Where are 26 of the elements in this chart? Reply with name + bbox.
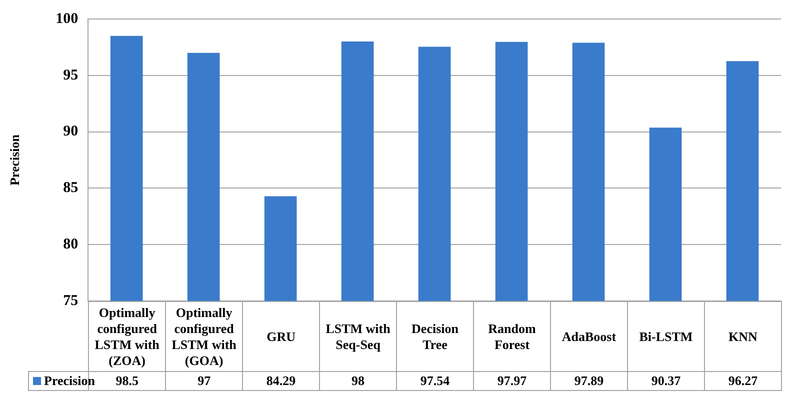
data-label: 97.89 [550, 372, 628, 390]
x-tick-label: Bi-LSTM [627, 302, 704, 372]
y-tick-label: 85 [63, 180, 78, 196]
y-tick-label: 90 [63, 124, 78, 140]
data-label: 84.29 [242, 372, 320, 390]
data-label: 98 [320, 372, 397, 390]
x-tick-label: GRU [242, 302, 320, 372]
x-tick-label: KNN [704, 302, 782, 372]
y-axis-title: Precision [7, 134, 22, 186]
legend-label: Precision [43, 372, 96, 390]
data-label: 90.37 [627, 372, 704, 390]
x-tick-label: LSTM with Seq-Seq [320, 302, 397, 372]
y-tick-label: 80 [63, 236, 78, 252]
x-tick-label: Decision Tree [396, 302, 474, 372]
data-label: 98.5 [116, 373, 138, 388]
x-tick-label: AdaBoost [550, 302, 628, 372]
x-tick-label: Random Forest [474, 302, 550, 372]
data-label: 96.27 [704, 372, 782, 390]
x-tick-label: Optimally configured LSTM with (ZOA) [88, 302, 166, 372]
data-label: 97.54 [396, 372, 474, 390]
x-tick-label: Optimally configured LSTM with (GOA) [166, 302, 243, 372]
y-tick-label: 100 [56, 10, 78, 27]
y-tick-label: 75 [63, 292, 78, 309]
y-tick-label: 95 [63, 67, 78, 84]
data-label: 97.97 [474, 372, 550, 390]
data-label: 97 [166, 372, 243, 390]
